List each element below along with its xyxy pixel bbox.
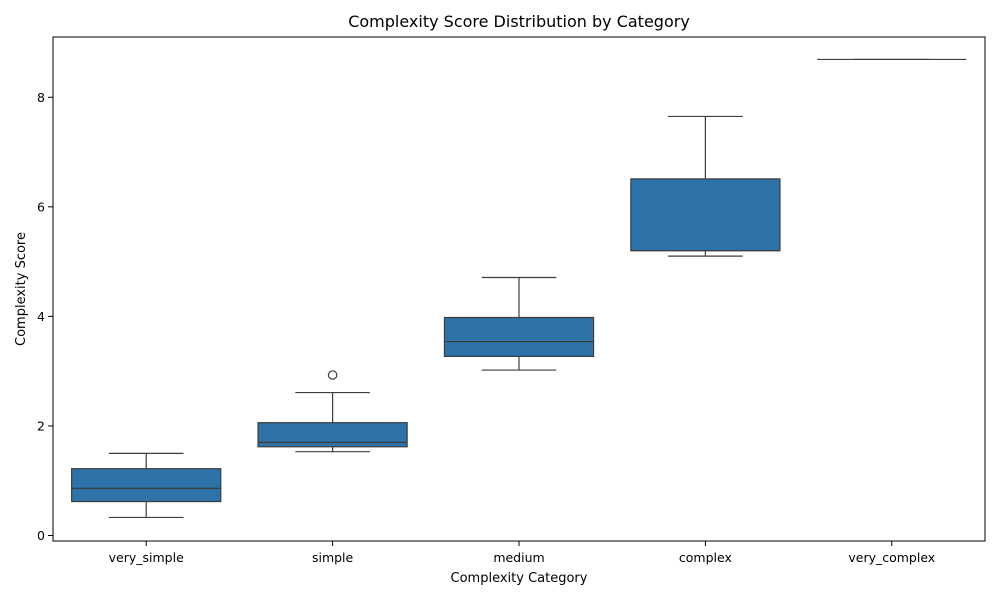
- box-group-simple: [257, 370, 408, 453]
- plot-area: [71, 58, 967, 519]
- y-tick-label: 6: [37, 199, 45, 214]
- box-group-medium: [443, 276, 595, 371]
- y-tick-label: 8: [37, 90, 45, 105]
- iqr-box: [257, 422, 408, 448]
- y-tick-label: 2: [37, 418, 45, 433]
- chart-title: Complexity Score Distribution by Categor…: [348, 12, 690, 31]
- iqr-box: [71, 468, 222, 503]
- outlier-point: [327, 370, 338, 380]
- box-group-very_simple: [71, 452, 222, 519]
- box-group-complex: [630, 115, 781, 257]
- x-tick-label-simple: simple: [312, 550, 354, 565]
- x-tick-label-very_simple: very_simple: [109, 550, 184, 565]
- x-axis-label: Complexity Category: [451, 571, 588, 586]
- y-axis-label: Complexity Score: [14, 232, 29, 346]
- x-tick-label-very_complex: very_complex: [848, 550, 935, 565]
- y-tick-label: 0: [37, 528, 45, 543]
- y-axis: 0 2 4 6 8: [37, 90, 53, 543]
- iqr-box: [630, 178, 781, 252]
- iqr-box: [443, 316, 595, 357]
- y-tick-label: 4: [37, 309, 45, 324]
- x-tick-label-medium: medium: [493, 550, 544, 565]
- x-axis: very_simple simple medium complex very_compl…: [109, 541, 935, 565]
- x-tick-label-complex: complex: [679, 550, 732, 565]
